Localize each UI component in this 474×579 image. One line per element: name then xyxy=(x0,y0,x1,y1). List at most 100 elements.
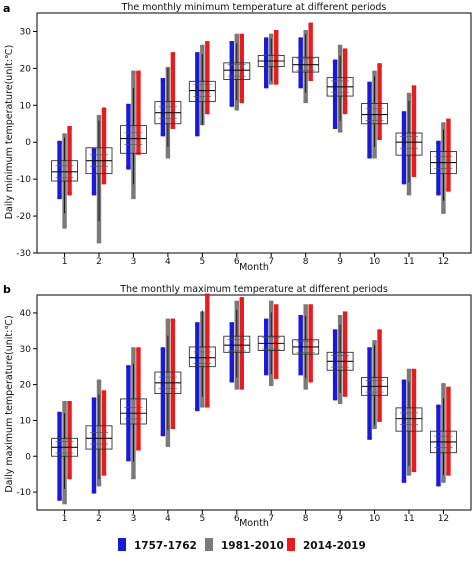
panel-b-range-bar xyxy=(170,320,176,428)
panel-a-range-cap-bottom xyxy=(126,166,131,170)
panel-a-range-cap-top xyxy=(406,92,412,96)
panel-a-range-cap-top xyxy=(195,52,200,56)
panel-a-range-cap-bottom xyxy=(170,125,176,129)
panel-a-range-cap-bottom xyxy=(67,192,72,196)
panel-a-range-cap-bottom xyxy=(308,77,313,81)
panel-b-range-cap-top xyxy=(441,383,446,387)
panel-b-range-cap-bottom xyxy=(126,458,131,462)
panel-a-range-bar xyxy=(367,83,372,157)
panel-a-range-cap-top xyxy=(229,41,234,45)
panel-a-ytick-label: 10 xyxy=(20,101,32,111)
panel-a-range-cap-top xyxy=(57,140,62,144)
panel-a-plot-frame xyxy=(36,12,472,254)
panel-b-range-cap-bottom xyxy=(441,479,446,483)
panel-a-range-cap-top xyxy=(436,140,441,144)
panel-a-range-cap-bottom xyxy=(160,133,166,137)
panel-a-xtick-label: 1 xyxy=(62,257,68,267)
panel-a-range-cap-top xyxy=(308,22,313,26)
panel-a-range-cap-top xyxy=(96,114,102,118)
panel-a-range-bar xyxy=(91,149,97,194)
panel-a-xlabel: Month xyxy=(239,262,269,273)
panel-b-range-cap-top xyxy=(91,397,97,401)
panel-a-range-bar xyxy=(337,46,343,132)
panel-b-label: b xyxy=(3,283,11,296)
panel-a-ytick-label: -10 xyxy=(16,175,31,185)
panel-b-ytick-label: 40 xyxy=(20,309,32,319)
panel-a-range-cap-bottom xyxy=(57,196,62,200)
panel-b-range-bar xyxy=(298,316,303,374)
panel-a-range-cap-bottom xyxy=(377,137,382,141)
panel-b-title: The monthly maximum temperature at diffe… xyxy=(119,284,388,295)
panel-b-range-bar xyxy=(441,384,446,482)
panel-b-range-bar xyxy=(62,402,67,503)
panel-b-range-bar xyxy=(337,316,343,403)
panel-b-range-cap-top xyxy=(436,404,441,408)
panel-a-range-bar xyxy=(101,109,107,183)
panel-b-range-cap-bottom xyxy=(136,447,141,451)
panel-b-range-cap-top xyxy=(57,411,62,415)
panel-a-range-cap-bottom xyxy=(269,81,274,85)
panel-a-range-bar xyxy=(303,31,308,102)
panel-a-range-cap-top xyxy=(200,44,205,48)
panel-a-xtick-label: 9 xyxy=(337,257,343,267)
panel-b-range-cap-bottom xyxy=(436,483,441,487)
panel-a-range-cap-top xyxy=(126,103,131,107)
panel-a-range-cap-top xyxy=(91,148,97,152)
panel-a-range-bar xyxy=(411,86,417,176)
panel-b-range-cap-top xyxy=(377,329,382,333)
legend-swatch-1 xyxy=(118,538,126,551)
panel-b-range-cap-bottom xyxy=(62,501,67,505)
panel-a-range-cap-top xyxy=(62,133,67,137)
panel-a-ytick-label: -30 xyxy=(16,249,31,259)
panel-b-range-cap-top xyxy=(205,293,210,297)
panel-a-range-cap-top xyxy=(337,44,343,48)
panel-a-range-bar xyxy=(308,24,313,80)
panel-b-range-cap-bottom xyxy=(91,490,97,494)
panel-b-range-cap-top xyxy=(170,318,176,322)
panel-a-range-cap-bottom xyxy=(274,81,279,85)
panel-a-ytick-label: 20 xyxy=(20,64,32,74)
panel-a-range-cap-bottom xyxy=(195,133,200,137)
panel-b-range-bar xyxy=(342,312,348,396)
panel-a-range-cap-bottom xyxy=(342,111,348,115)
panel-b-range-cap-bottom xyxy=(337,401,343,404)
panel-b-range-cap-top xyxy=(401,379,407,383)
panel-a-range-cap-bottom xyxy=(367,155,372,159)
panel-a-range-bar xyxy=(377,64,382,139)
panel-a-range-cap-top xyxy=(160,77,166,81)
panel-b-range-cap-bottom xyxy=(229,379,234,383)
panel-b-xtick-label: 9 xyxy=(337,514,343,524)
panel-b-range-cap-top xyxy=(195,322,200,326)
panel-a-range-cap-top xyxy=(264,37,269,41)
panel-a-xtick-label: 8 xyxy=(303,257,309,267)
panel-a-range-cap-top xyxy=(136,70,141,74)
panel-b-range-cap-bottom xyxy=(308,379,313,383)
panel-b-range-cap-top xyxy=(332,329,338,333)
panel-b-xtick-label: 10 xyxy=(369,514,381,524)
panel-b-xtick-label: 6 xyxy=(234,514,240,524)
panel-a-ytick-label: -20 xyxy=(16,212,31,222)
panel-a-range-cap-top xyxy=(205,41,210,45)
panel-a-range-cap-bottom xyxy=(229,103,234,107)
panel-b-xtick-label: 12 xyxy=(438,514,449,524)
panel-b-range-cap-top xyxy=(101,390,107,394)
panel-b-range-cap-bottom xyxy=(160,433,166,437)
legend: 1757-1762 1981-2010 2014-2019 xyxy=(118,538,366,552)
panel-a-range-bar xyxy=(239,35,244,102)
panel-b-range-cap-top xyxy=(411,368,417,372)
panel-a-range-bar xyxy=(136,72,141,154)
panel-a-range-bar xyxy=(229,42,234,106)
panel-a-range-cap-bottom xyxy=(401,181,407,185)
panel-b-xtick-label: 4 xyxy=(165,514,171,524)
panel-b-range-cap-bottom xyxy=(377,418,382,422)
panel-b-range-bar xyxy=(436,406,441,485)
legend-label-2: 1981-2010 xyxy=(221,540,284,552)
panel-a-range-cap-top xyxy=(377,63,382,67)
panel-a-range-bar xyxy=(160,79,166,135)
panel-b-range-cap-bottom xyxy=(274,375,279,379)
panel-a-range-cap-top xyxy=(170,52,176,56)
panel-a-range-cap-bottom xyxy=(131,196,136,200)
panel-b-range-cap-top xyxy=(372,340,377,344)
panel-b-range-cap-top xyxy=(367,347,372,351)
